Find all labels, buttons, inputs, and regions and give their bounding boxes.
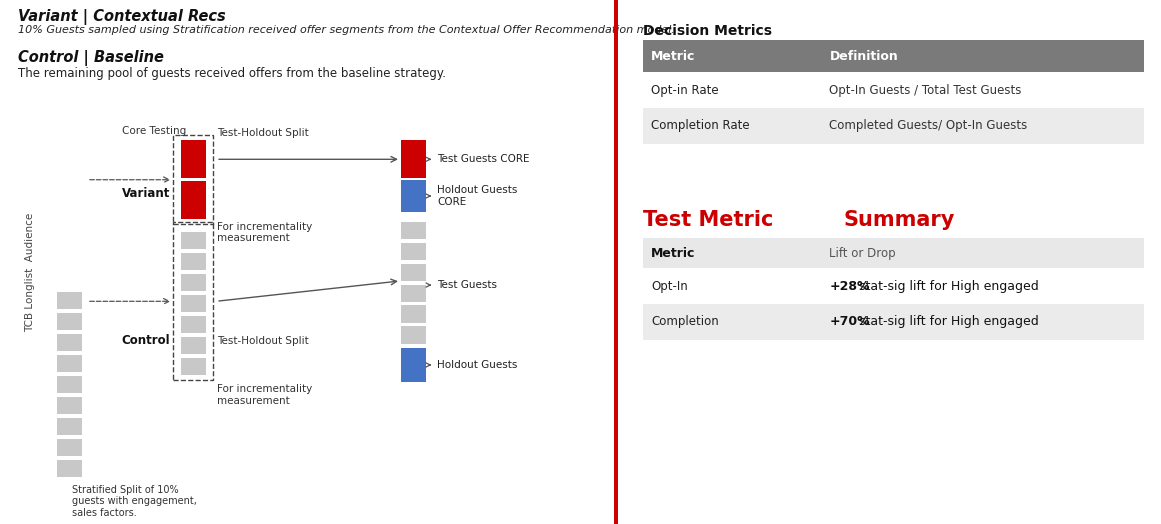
Bar xyxy=(401,243,426,260)
Bar xyxy=(821,40,1145,72)
Text: Completion: Completion xyxy=(651,315,719,328)
Bar xyxy=(180,232,205,249)
Text: Control: Control xyxy=(122,334,171,347)
Text: Opt-In: Opt-In xyxy=(651,280,687,292)
Bar xyxy=(57,460,82,477)
Bar xyxy=(180,316,205,333)
Text: Completion Rate: Completion Rate xyxy=(651,119,750,132)
Bar xyxy=(180,140,205,178)
Bar xyxy=(401,180,426,212)
Bar xyxy=(643,40,821,72)
Bar xyxy=(57,313,82,330)
Text: Metric: Metric xyxy=(651,247,695,259)
Text: stat-sig lift for High engaged: stat-sig lift for High engaged xyxy=(854,280,1039,292)
Text: Variant | Contextual Recs: Variant | Contextual Recs xyxy=(19,9,226,26)
Text: Test-Holdout Split: Test-Holdout Split xyxy=(217,336,309,346)
Bar xyxy=(57,439,82,456)
Text: Lift or Drop: Lift or Drop xyxy=(829,247,896,259)
Text: Opt-in Rate: Opt-in Rate xyxy=(651,84,719,96)
Text: Holdout Guests
CORE: Holdout Guests CORE xyxy=(426,185,518,207)
Text: +28%: +28% xyxy=(829,280,870,292)
Text: Metric: Metric xyxy=(651,50,695,62)
Bar xyxy=(401,285,426,302)
Bar xyxy=(643,268,1145,304)
Bar xyxy=(643,108,1145,144)
Bar xyxy=(180,295,205,312)
Bar xyxy=(180,358,205,375)
Text: Test Guests CORE: Test Guests CORE xyxy=(426,154,529,165)
Text: Test-Holdout Split: Test-Holdout Split xyxy=(217,128,309,138)
Text: 10% Guests sampled using Stratification received offer segments from the Context: 10% Guests sampled using Stratification … xyxy=(19,25,675,35)
Text: Control | Baseline: Control | Baseline xyxy=(19,50,164,66)
Bar xyxy=(57,355,82,372)
Text: Holdout Guests: Holdout Guests xyxy=(426,360,518,370)
Bar xyxy=(401,222,426,239)
Bar xyxy=(57,418,82,435)
Bar xyxy=(643,238,1145,268)
Bar xyxy=(401,326,426,344)
Text: +70%: +70% xyxy=(829,315,870,328)
Text: For incrementality
measurement: For incrementality measurement xyxy=(217,222,312,243)
Text: Completed Guests/ Opt-In Guests: Completed Guests/ Opt-In Guests xyxy=(829,119,1027,132)
Text: Test Guests: Test Guests xyxy=(426,280,497,290)
Text: For incrementality
measurement: For incrementality measurement xyxy=(217,384,312,406)
Bar xyxy=(643,304,1145,340)
Bar xyxy=(614,0,618,524)
Bar xyxy=(180,337,205,354)
Text: stat-sig lift for High engaged: stat-sig lift for High engaged xyxy=(854,315,1039,328)
Bar xyxy=(180,253,205,270)
Text: Summary: Summary xyxy=(843,210,954,230)
Bar xyxy=(57,397,82,414)
Bar xyxy=(57,292,82,309)
Bar xyxy=(57,376,82,393)
Text: The remaining pool of guests received offers from the baseline strategy.: The remaining pool of guests received of… xyxy=(19,67,446,80)
Text: Core Testing: Core Testing xyxy=(122,126,186,136)
Text: Opt-In Guests / Total Test Guests: Opt-In Guests / Total Test Guests xyxy=(829,84,1022,96)
Bar xyxy=(643,72,1145,108)
Bar xyxy=(401,348,426,382)
Text: Test Metric: Test Metric xyxy=(643,210,773,230)
Bar xyxy=(180,274,205,291)
Bar xyxy=(401,305,426,323)
Bar xyxy=(173,135,214,224)
Bar xyxy=(57,334,82,351)
Text: Definition: Definition xyxy=(829,50,899,62)
Bar xyxy=(173,222,214,380)
Text: Stratified Split of 10%
guests with engagement,
sales factors.: Stratified Split of 10% guests with enga… xyxy=(72,485,197,518)
Bar xyxy=(180,181,205,219)
Text: Variant: Variant xyxy=(122,187,171,200)
Text: TCB Longlist  Audience: TCB Longlist Audience xyxy=(24,213,35,332)
Bar xyxy=(401,264,426,281)
Text: Decision Metrics: Decision Metrics xyxy=(643,24,772,38)
Bar xyxy=(401,140,426,178)
